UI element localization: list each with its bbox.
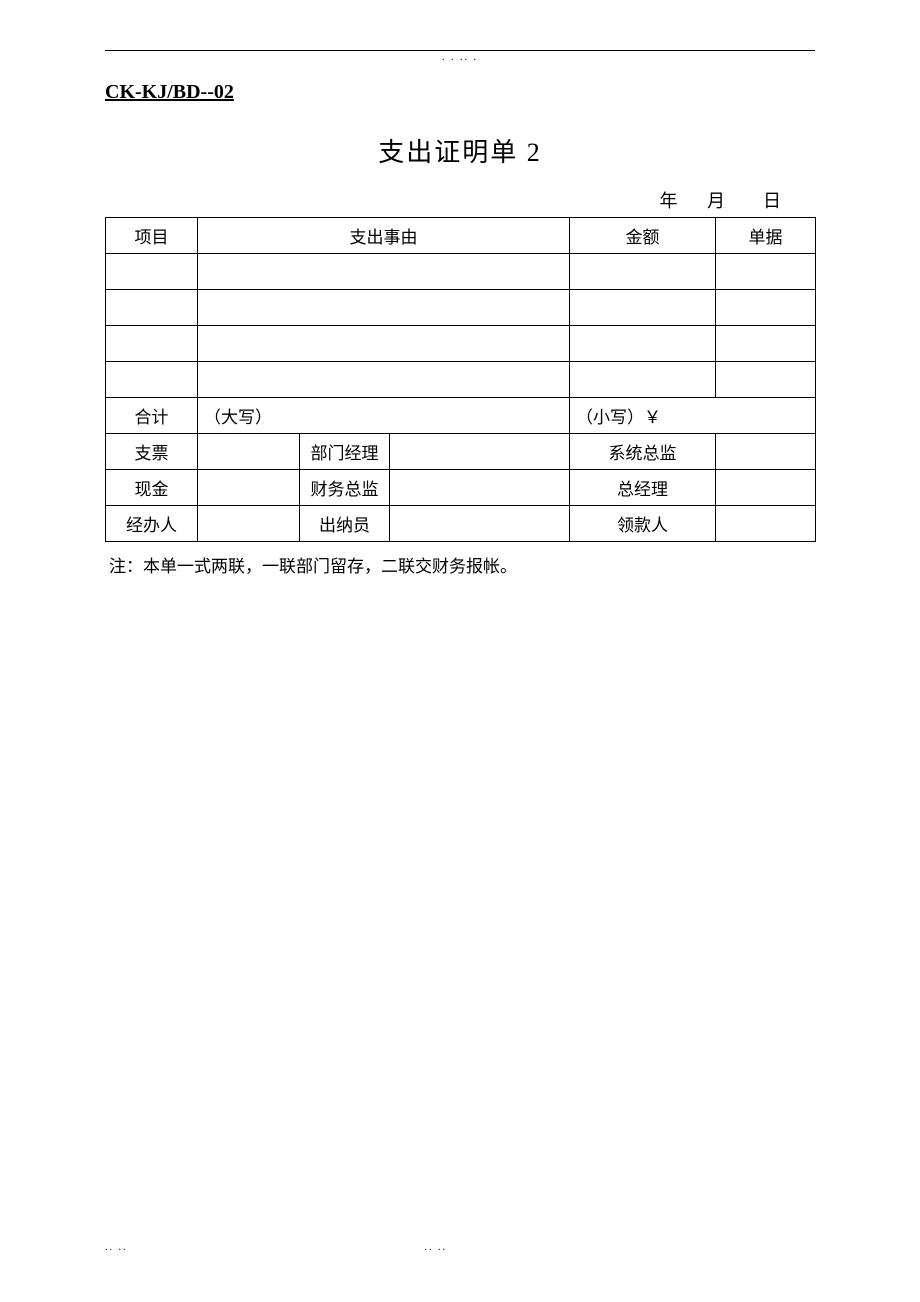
- date-line: 年 月 日: [105, 187, 815, 213]
- sig-cash: 现金: [106, 470, 198, 506]
- table-row: [106, 254, 816, 290]
- sig-empty: [716, 470, 816, 506]
- sig-fin-dir: 财务总监: [300, 470, 390, 506]
- cell-reason: [198, 254, 570, 290]
- footer-note: 注：本单一式两联，一联部门留存，二联交财务报帐。: [105, 552, 815, 577]
- sig-row: 支票 部门经理 系统总监: [106, 434, 816, 470]
- expense-form-table: 项目 支出事由 金额 单据: [105, 217, 816, 542]
- top-decoration-dots: . . .. .: [105, 52, 815, 63]
- sig-check: 支票: [106, 434, 198, 470]
- cell-project: [106, 326, 198, 362]
- cell-receipt: [716, 362, 816, 398]
- page-title: 支出证明单 2: [105, 132, 815, 169]
- sig-sys-dir: 系统总监: [570, 434, 716, 470]
- cell-project: [106, 254, 198, 290]
- cell-receipt: [716, 326, 816, 362]
- sig-empty: [390, 434, 570, 470]
- sig-empty: [390, 470, 570, 506]
- sig-dept-mgr: 部门经理: [300, 434, 390, 470]
- day-label: 日: [763, 191, 785, 211]
- dots-bl: .. ..: [105, 1242, 128, 1253]
- total-lower: （小写）￥: [570, 398, 816, 434]
- top-horizontal-rule: [105, 50, 815, 51]
- cell-reason: [198, 290, 570, 326]
- th-receipt: 单据: [716, 218, 816, 254]
- sig-payee: 领款人: [570, 506, 716, 542]
- month-label: 月: [707, 191, 729, 211]
- sig-gm: 总经理: [570, 470, 716, 506]
- cell-amount: [570, 326, 716, 362]
- sig-empty: [390, 506, 570, 542]
- sig-row: 经办人 出纳员 领款人: [106, 506, 816, 542]
- cell-reason: [198, 362, 570, 398]
- total-upper: （大写）: [198, 398, 570, 434]
- page-container: . . .. . CK-KJ/BD--02 支出证明单 2 年 月 日 项目 支: [0, 0, 920, 577]
- sig-row: 现金 财务总监 总经理: [106, 470, 816, 506]
- th-reason: 支出事由: [198, 218, 570, 254]
- year-label: 年: [660, 191, 682, 211]
- sig-empty: [716, 506, 816, 542]
- th-project: 项目: [106, 218, 198, 254]
- th-amount: 金额: [570, 218, 716, 254]
- cell-amount: [570, 254, 716, 290]
- form-code: CK-KJ/BD--02: [105, 81, 815, 104]
- table-row: [106, 326, 816, 362]
- table-row: [106, 290, 816, 326]
- total-label: 合计: [106, 398, 198, 434]
- sig-handler: 经办人: [106, 506, 198, 542]
- sig-empty: [198, 434, 300, 470]
- cell-receipt: [716, 290, 816, 326]
- cell-amount: [570, 362, 716, 398]
- cell-project: [106, 290, 198, 326]
- cell-amount: [570, 290, 716, 326]
- cell-receipt: [716, 254, 816, 290]
- sig-cashier: 出纳员: [300, 506, 390, 542]
- sig-empty: [716, 434, 816, 470]
- cell-reason: [198, 326, 570, 362]
- dots-br: .. ..: [425, 1242, 448, 1253]
- sig-empty: [198, 506, 300, 542]
- table-row: [106, 362, 816, 398]
- table-header-row: 项目 支出事由 金额 单据: [106, 218, 816, 254]
- sig-empty: [198, 470, 300, 506]
- total-row: 合计 （大写） （小写）￥: [106, 398, 816, 434]
- cell-project: [106, 362, 198, 398]
